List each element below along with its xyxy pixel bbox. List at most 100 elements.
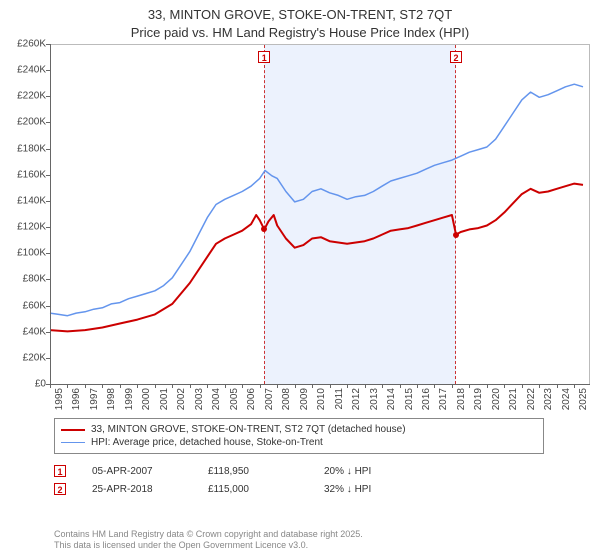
x-tick-label: 2000 [141, 388, 152, 410]
x-tick-mark [155, 384, 156, 388]
legend-row-hpi: HPI: Average price, detached house, Stok… [61, 436, 537, 449]
x-tick-label: 2022 [526, 388, 537, 410]
x-tick-mark [102, 384, 103, 388]
x-tick-label: 2021 [508, 388, 519, 410]
y-tick-label: £20K [0, 352, 46, 363]
sales-table: 1 05-APR-2007 £118,950 20% ↓ HPI 2 25-AP… [54, 462, 434, 498]
x-tick-mark [469, 384, 470, 388]
sale-marker-box-1: 1 [258, 51, 270, 63]
legend-label-hpi: HPI: Average price, detached house, Stok… [91, 437, 323, 448]
x-tick-label: 2007 [264, 388, 275, 410]
legend-swatch-price-paid [61, 429, 85, 431]
x-tick-label: 2024 [561, 388, 572, 410]
y-tick-label: £180K [0, 143, 46, 154]
y-tick-label: £0 [0, 379, 46, 390]
x-tick-mark [434, 384, 435, 388]
y-tick-label: £260K [0, 39, 46, 50]
x-tick-label: 2014 [386, 388, 397, 410]
x-tick-label: 2012 [351, 388, 362, 410]
x-tick-label: 1999 [124, 388, 135, 410]
x-tick-label: 2013 [369, 388, 380, 410]
line-series-svg [50, 45, 589, 384]
y-tick-mark [46, 44, 50, 45]
y-tick-label: £40K [0, 326, 46, 337]
y-tick-label: £240K [0, 65, 46, 76]
y-tick-label: £140K [0, 195, 46, 206]
sale-dot-1 [261, 226, 267, 232]
x-tick-label: 2023 [543, 388, 554, 410]
title-line-1: 33, MINTON GROVE, STOKE-ON-TRENT, ST2 7Q… [10, 6, 590, 24]
legend-row-price-paid: 33, MINTON GROVE, STOKE-ON-TRENT, ST2 7Q… [61, 423, 537, 436]
sale-1-diff: 20% ↓ HPI [324, 466, 434, 477]
x-tick-mark [365, 384, 366, 388]
x-tick-label: 2018 [456, 388, 467, 410]
y-tick-mark [46, 306, 50, 307]
legend-label-price-paid: 33, MINTON GROVE, STOKE-ON-TRENT, ST2 7Q… [91, 424, 406, 435]
x-tick-mark [172, 384, 173, 388]
sale-2-date: 25-APR-2018 [92, 484, 182, 495]
x-tick-label: 2009 [299, 388, 310, 410]
x-tick-label: 2016 [421, 388, 432, 410]
x-tick-label: 1997 [89, 388, 100, 410]
sale-marker-1-icon: 1 [54, 465, 66, 477]
x-tick-mark [137, 384, 138, 388]
series-price_paid [50, 184, 583, 332]
x-tick-mark [277, 384, 278, 388]
chart-title-block: 33, MINTON GROVE, STOKE-ON-TRENT, ST2 7Q… [0, 0, 600, 43]
x-tick-label: 2025 [578, 388, 589, 410]
y-tick-mark [46, 227, 50, 228]
sale-marker-2-icon: 2 [54, 483, 66, 495]
x-tick-mark [347, 384, 348, 388]
sales-row-2: 2 25-APR-2018 £115,000 32% ↓ HPI [54, 480, 434, 498]
y-tick-mark [46, 175, 50, 176]
y-tick-mark [46, 96, 50, 97]
x-axis-line [50, 384, 590, 385]
x-tick-label: 2005 [229, 388, 240, 410]
series-hpi [50, 84, 583, 316]
y-axis-line [50, 44, 51, 384]
y-tick-mark [46, 332, 50, 333]
x-tick-mark [260, 384, 261, 388]
x-tick-mark [225, 384, 226, 388]
sale-2-diff: 32% ↓ HPI [324, 484, 434, 495]
attribution-line-1: Contains HM Land Registry data © Crown c… [54, 529, 363, 541]
y-tick-label: £200K [0, 117, 46, 128]
y-tick-mark [46, 122, 50, 123]
sale-marker-box-2: 2 [450, 51, 462, 63]
x-tick-label: 2001 [159, 388, 170, 410]
x-tick-label: 2015 [404, 388, 415, 410]
attribution-line-2: This data is licensed under the Open Gov… [54, 540, 363, 552]
y-tick-label: £120K [0, 222, 46, 233]
y-tick-label: £80K [0, 274, 46, 285]
x-tick-mark [50, 384, 51, 388]
y-tick-label: £220K [0, 91, 46, 102]
x-tick-mark [242, 384, 243, 388]
y-tick-mark [46, 253, 50, 254]
x-tick-label: 1995 [54, 388, 65, 410]
x-tick-mark [557, 384, 558, 388]
title-line-2: Price paid vs. HM Land Registry's House … [10, 24, 590, 42]
sales-row-1: 1 05-APR-2007 £118,950 20% ↓ HPI [54, 462, 434, 480]
x-tick-mark [85, 384, 86, 388]
legend-box: 33, MINTON GROVE, STOKE-ON-TRENT, ST2 7Q… [54, 418, 544, 454]
x-tick-mark [312, 384, 313, 388]
x-tick-mark [452, 384, 453, 388]
x-tick-mark [522, 384, 523, 388]
x-tick-label: 1998 [106, 388, 117, 410]
x-tick-label: 2020 [491, 388, 502, 410]
chart-container: 12 £0£20K£40K£60K£80K£100K£120K£140K£160… [0, 44, 600, 414]
x-tick-label: 2006 [246, 388, 257, 410]
x-tick-mark [120, 384, 121, 388]
x-tick-label: 2011 [334, 388, 345, 410]
x-tick-mark [400, 384, 401, 388]
x-tick-label: 1996 [71, 388, 82, 410]
x-tick-mark [207, 384, 208, 388]
sale-1-date: 05-APR-2007 [92, 466, 182, 477]
attribution-text: Contains HM Land Registry data © Crown c… [54, 529, 363, 552]
plot-area: 12 [50, 44, 590, 384]
x-tick-label: 2017 [438, 388, 449, 410]
x-tick-label: 2010 [316, 388, 327, 410]
y-tick-mark [46, 201, 50, 202]
x-tick-mark [190, 384, 191, 388]
x-tick-mark [295, 384, 296, 388]
